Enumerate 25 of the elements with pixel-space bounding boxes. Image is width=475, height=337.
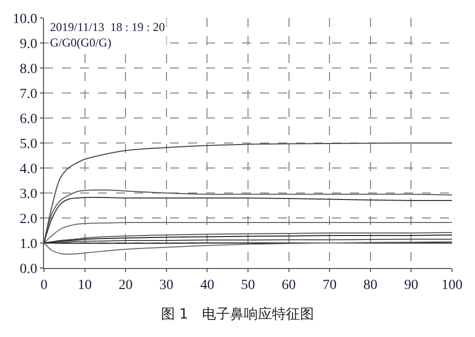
y-tick-label: 4.0 [20, 162, 38, 177]
x-tick-label: 100 [442, 278, 462, 293]
annotation: 2019/11/13 18 : 19 : 20 [50, 20, 165, 34]
x-tick-label: 80 [363, 278, 378, 293]
x-tick-label: 70 [322, 278, 337, 293]
x-tick-label: 90 [404, 278, 418, 293]
y-tick-label: 6.0 [20, 112, 38, 127]
y-tick-label: 10.0 [12, 12, 38, 27]
y-axis-title: G/G0(G0/G) [50, 36, 112, 50]
y-tick-label: 9.0 [20, 36, 38, 52]
x-tick-label: 50 [241, 278, 255, 293]
y-tick-label: 3.0 [20, 186, 38, 202]
x-tick-label: 60 [282, 278, 296, 293]
x-tick-label: 20 [118, 278, 133, 293]
y-tick-label: 1.0 [20, 236, 38, 252]
x-tick-label: 0 [40, 278, 48, 293]
text: 图 1 电子鼻响应特征图 [160, 306, 314, 322]
y-tick-label: 7.0 [20, 86, 38, 102]
y-tick-label: 8.0 [20, 62, 38, 77]
y-tick-label: 5.0 [20, 136, 38, 152]
x-tick-label: 40 [200, 278, 214, 293]
y-tick-label: 0.0 [20, 262, 38, 277]
y-tick-label: 2.0 [20, 212, 38, 227]
x-tick-label: 10 [78, 278, 92, 293]
x-tick-label: 30 [159, 278, 174, 293]
